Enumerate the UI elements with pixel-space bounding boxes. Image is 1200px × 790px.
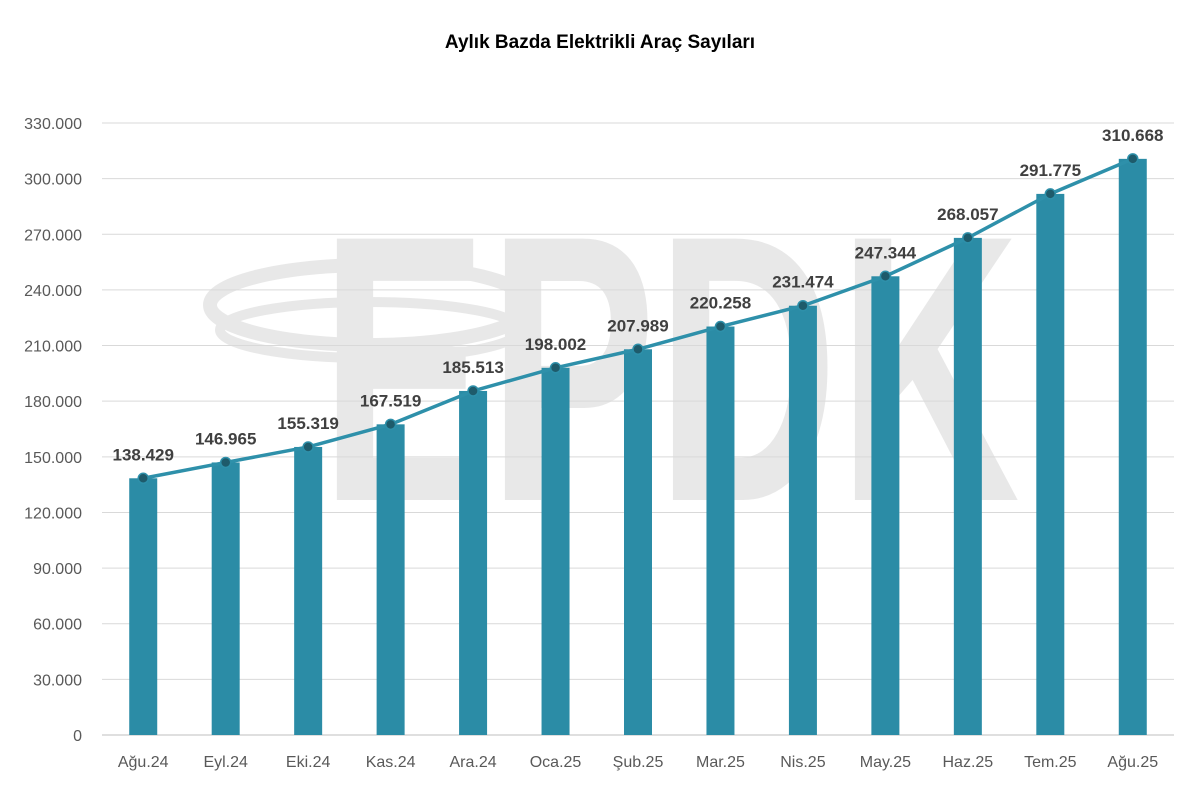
x-tick-label: Ağu.24 bbox=[118, 754, 169, 771]
line-marker bbox=[1127, 153, 1139, 165]
chart-title: Aylık Bazda Elektrikli Araç Sayıları bbox=[445, 32, 755, 53]
line-marker bbox=[632, 343, 644, 356]
bar-Haz.25 bbox=[953, 237, 982, 736]
y-tick-label: 210.000 bbox=[24, 339, 82, 356]
x-tick-label: Eki.24 bbox=[286, 754, 331, 771]
data-label: 268.057 bbox=[937, 205, 998, 224]
y-tick-label: 300.000 bbox=[24, 172, 82, 189]
x-tick-label: Ağu.25 bbox=[1107, 754, 1158, 771]
bar-Ağu.25 bbox=[1118, 158, 1147, 736]
line-marker bbox=[384, 418, 397, 431]
line-marker bbox=[962, 232, 974, 244]
y-tick-label: 0 bbox=[73, 728, 82, 745]
bar-Şub.25 bbox=[624, 349, 652, 735]
x-tick-label: Şub.25 bbox=[613, 754, 664, 771]
line-marker bbox=[137, 472, 149, 485]
y-tick-label: 150.000 bbox=[24, 450, 82, 467]
data-label: 138.429 bbox=[113, 445, 174, 464]
data-label: 146.965 bbox=[195, 429, 256, 448]
line-marker bbox=[219, 456, 232, 469]
line-marker bbox=[1044, 188, 1057, 200]
x-tick-label: Haz.25 bbox=[942, 754, 993, 771]
data-label: 291.775 bbox=[1020, 161, 1081, 180]
line-marker bbox=[714, 320, 727, 333]
line-marker bbox=[879, 270, 892, 283]
x-tick-label: Nis.25 bbox=[780, 754, 825, 771]
y-tick-label: 180.000 bbox=[24, 394, 82, 411]
bar-Mar.25 bbox=[706, 326, 735, 735]
data-label: 220.258 bbox=[690, 294, 751, 313]
y-tick-label: 30.000 bbox=[33, 672, 82, 689]
epdk-watermark-logo: EPDK bbox=[203, 156, 1020, 581]
data-label: 247.344 bbox=[855, 243, 917, 262]
line-marker bbox=[549, 362, 562, 374]
bar-Ağu.24 bbox=[129, 478, 158, 735]
line-marker bbox=[797, 299, 809, 312]
x-tick-label: Tem.25 bbox=[1024, 754, 1077, 771]
x-tick-label: Mar.25 bbox=[696, 754, 745, 771]
data-label: 167.519 bbox=[360, 391, 421, 410]
y-tick-label: 330.000 bbox=[24, 116, 82, 133]
data-label: 185.513 bbox=[442, 358, 503, 377]
svg-text:EPDK: EPDK bbox=[320, 156, 1020, 581]
x-tick-label: May.25 bbox=[860, 754, 911, 771]
bar-Tem.25 bbox=[1036, 193, 1065, 735]
data-label: 207.989 bbox=[607, 316, 668, 335]
bar-Nis.25 bbox=[788, 305, 817, 735]
data-label: 198.002 bbox=[525, 335, 586, 354]
line-marker bbox=[467, 385, 479, 397]
bar-Oca.25 bbox=[541, 367, 570, 735]
x-tick-label: Kas.24 bbox=[366, 754, 416, 771]
bar-May.25 bbox=[871, 276, 900, 735]
bar-Eki.24 bbox=[294, 446, 323, 735]
y-tick-label: 120.000 bbox=[24, 505, 82, 522]
x-tick-label: Ara.24 bbox=[450, 754, 497, 771]
data-label: 310.668 bbox=[1102, 126, 1163, 145]
y-tick-label: 60.000 bbox=[33, 617, 82, 634]
y-tick-label: 270.000 bbox=[24, 227, 82, 244]
bar-Eyl.24 bbox=[211, 462, 240, 735]
data-label: 155.319 bbox=[277, 414, 338, 433]
x-tick-label: Eyl.24 bbox=[203, 754, 248, 771]
x-tick-label: Oca.25 bbox=[530, 754, 582, 771]
data-label: 231.474 bbox=[772, 273, 834, 292]
bar-Ara.24 bbox=[459, 390, 488, 735]
y-tick-label: 240.000 bbox=[24, 283, 82, 300]
bar-Kas.24 bbox=[376, 424, 405, 735]
line-marker bbox=[302, 441, 314, 453]
y-tick-label: 90.000 bbox=[33, 561, 82, 578]
